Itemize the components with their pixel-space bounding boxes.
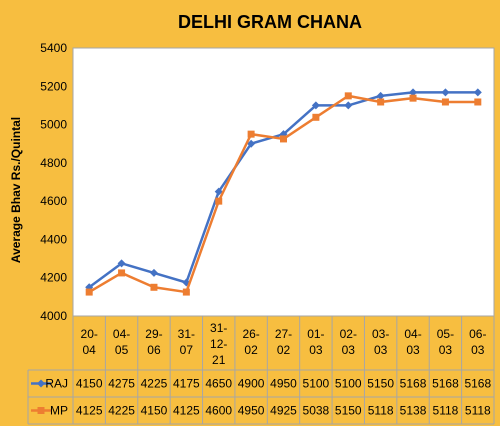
data-table-cell: 4225 bbox=[141, 377, 168, 391]
data-table-cell: 4150 bbox=[76, 377, 103, 391]
y-tick-label: 5000 bbox=[40, 118, 67, 132]
x-tick-label: 31- bbox=[210, 321, 227, 335]
x-tick-label: 06- bbox=[469, 327, 486, 341]
data-table-cell: 5138 bbox=[400, 404, 427, 418]
x-tick-label: 27- bbox=[275, 327, 292, 341]
x-tick-label: 03 bbox=[374, 343, 388, 357]
data-table-cell: 4275 bbox=[108, 377, 135, 391]
data-table-cell: 4125 bbox=[173, 404, 200, 418]
data-point-mp bbox=[280, 135, 287, 143]
legend-marker bbox=[37, 407, 45, 414]
data-table-cell: 5168 bbox=[400, 377, 427, 391]
plot-area bbox=[72, 47, 495, 317]
data-point-mp bbox=[182, 288, 190, 296]
legend-label: MP bbox=[50, 404, 68, 418]
data-table-cell: 4650 bbox=[205, 377, 232, 391]
x-tick-label: 20- bbox=[81, 327, 98, 341]
data-point-mp bbox=[344, 92, 352, 100]
data-table-cell: 4950 bbox=[238, 404, 265, 418]
data-point-raj bbox=[117, 259, 126, 268]
x-tick-label: 03 bbox=[471, 343, 485, 357]
x-tick-label: 29- bbox=[145, 327, 162, 341]
data-point-raj bbox=[149, 268, 158, 277]
chart-title: DELHI GRAM CHANA bbox=[178, 12, 362, 32]
data-table-cell: 4950 bbox=[270, 377, 297, 391]
data-point-mp bbox=[409, 94, 417, 102]
y-tick-label: 4200 bbox=[40, 271, 67, 285]
x-tick-label: 01- bbox=[307, 327, 324, 341]
x-tick-label: 31- bbox=[178, 327, 195, 341]
x-tick-label: 04 bbox=[83, 343, 97, 357]
data-table-cell: 5118 bbox=[368, 404, 394, 418]
data-table-cell: 4175 bbox=[173, 377, 200, 391]
data-point-raj bbox=[473, 88, 482, 97]
data-point-raj bbox=[376, 91, 385, 100]
data-table-cell: 5168 bbox=[464, 377, 491, 391]
y-axis-label: Average Bhav Rs./Quintal bbox=[9, 117, 23, 263]
x-tick-label: 21 bbox=[212, 353, 226, 367]
data-table-cell: 5100 bbox=[303, 377, 330, 391]
data-table-cell: 5150 bbox=[367, 377, 394, 391]
data-point-mp bbox=[474, 98, 482, 106]
x-tick-label: 05- bbox=[437, 327, 454, 341]
data-table-cell: 5150 bbox=[335, 404, 362, 418]
legend-key-raj bbox=[31, 379, 51, 388]
x-tick-label: 03 bbox=[342, 343, 356, 357]
data-point-mp bbox=[377, 98, 385, 106]
x-tick-label: 07 bbox=[180, 343, 194, 357]
y-tick-label: 4400 bbox=[40, 232, 67, 246]
x-tick-label: 12- bbox=[210, 337, 227, 351]
data-table-cell: 4900 bbox=[238, 377, 265, 391]
data-point-mp bbox=[85, 288, 93, 296]
legend-key-mp bbox=[31, 407, 51, 414]
data-point-raj bbox=[247, 139, 256, 148]
x-tick-label: 03 bbox=[406, 343, 420, 357]
data-table-cell: 5118 bbox=[465, 404, 491, 418]
data-table-cell: 5118 bbox=[433, 404, 459, 418]
data-point-mp bbox=[247, 130, 255, 138]
legend-marker bbox=[37, 379, 45, 388]
data-point-raj bbox=[311, 101, 320, 110]
data-table-cell: 4600 bbox=[205, 404, 232, 418]
data-point-mp bbox=[441, 98, 449, 106]
legend-label: RAJ bbox=[45, 377, 68, 391]
y-tick-label: 5200 bbox=[40, 79, 67, 93]
data-table-cell: 4125 bbox=[76, 404, 103, 418]
data-point-raj bbox=[344, 101, 353, 110]
series-lines bbox=[85, 88, 482, 296]
data-table: 20- 04 04- 05 29- 06 31- 07 31- 12- 21 26- 02 27- 02 01… bbox=[27, 48, 495, 425]
data-point-mp bbox=[118, 269, 126, 277]
data-point-mp bbox=[312, 113, 320, 121]
y-tick-label: 4800 bbox=[40, 156, 67, 170]
y-axis-ticks: 4000 4200 4400 4600 4800 5000 5200 5400 bbox=[40, 41, 67, 323]
x-tick-label: 02 bbox=[277, 343, 291, 357]
x-tick-label: 06 bbox=[147, 343, 161, 357]
data-point-mp bbox=[150, 283, 158, 291]
data-table-cell: 4925 bbox=[270, 404, 297, 418]
data-table-cell: 5100 bbox=[335, 377, 362, 391]
data-point-mp bbox=[215, 197, 223, 205]
data-point-raj bbox=[441, 88, 450, 97]
data-point-raj bbox=[409, 88, 418, 97]
y-tick-label: 5400 bbox=[40, 41, 67, 55]
x-tick-label: 04- bbox=[404, 327, 421, 341]
x-tick-label: 03- bbox=[372, 327, 389, 341]
x-tick-label: 04- bbox=[113, 327, 130, 341]
plot-background bbox=[73, 48, 494, 316]
data-table-cell: 4150 bbox=[141, 404, 168, 418]
data-point-raj bbox=[214, 187, 223, 196]
x-tick-label: 26- bbox=[242, 327, 259, 341]
x-tick-label: 03 bbox=[439, 343, 453, 357]
data-table-cell: 5168 bbox=[432, 377, 459, 391]
data-table-cell: 4225 bbox=[108, 404, 135, 418]
data-table-cell: 5038 bbox=[303, 404, 330, 418]
y-tick-label: 4000 bbox=[40, 309, 67, 323]
x-tick-label: 02- bbox=[340, 327, 357, 341]
y-tick-label: 4600 bbox=[40, 194, 67, 208]
x-tick-label: 02 bbox=[244, 343, 258, 357]
x-tick-label: 05 bbox=[115, 343, 129, 357]
x-tick-label: 03 bbox=[309, 343, 323, 357]
